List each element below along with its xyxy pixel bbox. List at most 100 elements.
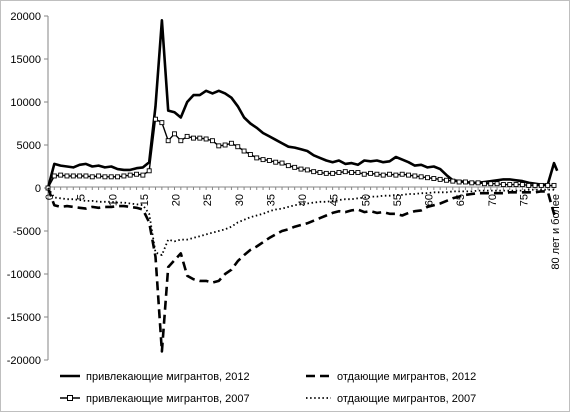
series-marker bbox=[216, 143, 222, 149]
series-marker bbox=[273, 159, 279, 165]
series-marker bbox=[374, 171, 380, 177]
series-marker bbox=[393, 172, 399, 178]
y-tick-label: -5000 bbox=[13, 226, 41, 238]
x-tick-label: 70 bbox=[487, 194, 499, 206]
x-tick-label: 60 bbox=[424, 194, 436, 206]
series-marker bbox=[304, 167, 310, 173]
series-marker bbox=[494, 181, 500, 187]
legend-label: привлекающие мигрантов, 2007 bbox=[86, 393, 250, 405]
series-marker bbox=[488, 181, 494, 187]
series-marker bbox=[406, 172, 411, 178]
legend-label: отдающие мигрантов, 2007 bbox=[337, 393, 476, 405]
series-marker bbox=[127, 172, 133, 178]
series-marker bbox=[178, 138, 184, 144]
series-marker bbox=[121, 173, 127, 179]
series-marker bbox=[292, 164, 298, 170]
series-marker bbox=[235, 144, 241, 150]
series-marker bbox=[519, 182, 525, 188]
series-marker bbox=[102, 174, 108, 180]
series-marker bbox=[260, 157, 266, 163]
series-marker bbox=[349, 170, 355, 175]
series-line-2 bbox=[46, 187, 559, 353]
series-marker bbox=[285, 163, 291, 169]
series-marker bbox=[254, 155, 260, 161]
series-marker bbox=[380, 172, 386, 178]
x-tick-label: 75 bbox=[518, 194, 530, 206]
series-marker bbox=[387, 171, 392, 177]
series-marker bbox=[209, 138, 215, 144]
series-marker bbox=[64, 173, 70, 179]
x-axis: 0 5 10 15 20 25 30 35 40 45 50 55 60 65 70 75 80 лет и б… bbox=[44, 186, 562, 270]
series-marker bbox=[481, 181, 487, 187]
y-tick-label: 15000 bbox=[10, 54, 41, 66]
series-marker bbox=[266, 158, 272, 163]
series-marker bbox=[431, 176, 437, 181]
series-marker bbox=[317, 170, 323, 175]
series-marker bbox=[247, 152, 253, 157]
x-tick-label: 5 bbox=[76, 194, 88, 200]
series-marker bbox=[330, 170, 336, 176]
series-lines bbox=[45, 19, 559, 353]
legend-marker bbox=[67, 395, 73, 401]
x-tick-label: 25 bbox=[202, 194, 214, 206]
series-marker bbox=[361, 171, 367, 177]
series-marker bbox=[418, 174, 424, 180]
series-marker bbox=[323, 170, 329, 176]
series-line-1 bbox=[46, 19, 559, 189]
legend-label: привлекающие мигрантов, 2012 bbox=[86, 371, 250, 383]
series-marker bbox=[298, 166, 304, 172]
series-marker bbox=[342, 169, 348, 175]
series-marker bbox=[551, 182, 557, 188]
series-marker bbox=[159, 120, 165, 126]
y-tick-label: 10000 bbox=[10, 97, 41, 109]
x-tick-label: 45 bbox=[329, 194, 341, 206]
series-marker bbox=[475, 180, 481, 186]
series-marker bbox=[146, 168, 152, 174]
series-marker bbox=[532, 182, 538, 188]
x-tick-label: 10 bbox=[107, 194, 119, 206]
x-tick-label: 80 лет и более bbox=[550, 194, 562, 270]
series-marker bbox=[311, 169, 317, 175]
y-tick-label: 0 bbox=[35, 183, 41, 195]
series-marker bbox=[70, 173, 76, 179]
series-marker bbox=[203, 136, 209, 142]
series-marker bbox=[538, 182, 544, 188]
series-marker bbox=[469, 180, 475, 186]
series-marker bbox=[450, 178, 456, 184]
series-marker bbox=[108, 174, 114, 180]
series-marker bbox=[412, 173, 418, 179]
x-tick-label: 30 bbox=[234, 194, 246, 206]
series-marker bbox=[500, 182, 506, 188]
series-marker bbox=[222, 142, 228, 148]
x-tick-label: 40 bbox=[297, 194, 309, 206]
series-marker bbox=[58, 172, 64, 178]
series-marker bbox=[368, 170, 374, 176]
x-tick-label: 20 bbox=[171, 194, 183, 206]
legend: привлекающие мигрантов, 2012 отдающие миг… bbox=[60, 371, 476, 405]
y-tick-label: -20000 bbox=[7, 355, 41, 367]
series-marker bbox=[279, 160, 285, 166]
series-marker bbox=[463, 179, 468, 185]
series-marker bbox=[241, 148, 247, 154]
y-axis: 20000 15000 10000 5000 0 -5000 -10000 -15000 -20… bbox=[7, 11, 49, 367]
series-marker bbox=[51, 173, 57, 179]
series-marker bbox=[115, 174, 121, 180]
series-marker bbox=[399, 171, 405, 177]
series-marker bbox=[336, 170, 342, 175]
series-marker bbox=[89, 174, 95, 180]
series-marker bbox=[77, 173, 83, 179]
series-marker bbox=[444, 177, 449, 183]
x-tick-label: 35 bbox=[265, 194, 277, 206]
series-marker bbox=[83, 173, 89, 179]
legend-label: отдающие мигрантов, 2012 bbox=[337, 371, 476, 383]
series-marker bbox=[425, 175, 430, 181]
x-tick-label: 55 bbox=[392, 194, 404, 206]
x-tick-label: 15 bbox=[139, 194, 151, 206]
series-marker bbox=[456, 179, 462, 185]
y-tick-label: -10000 bbox=[7, 269, 41, 281]
x-tick-label: 0 bbox=[44, 194, 56, 200]
series-marker bbox=[545, 182, 551, 188]
series-marker bbox=[191, 135, 196, 141]
series-marker bbox=[96, 173, 102, 179]
